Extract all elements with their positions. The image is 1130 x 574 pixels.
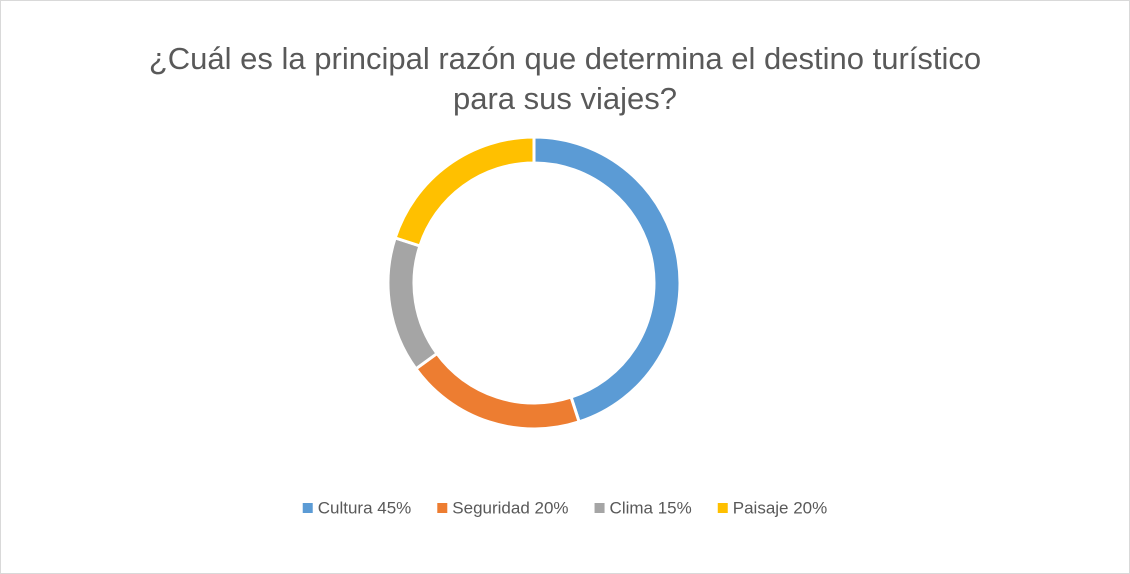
donut-segment (532, 135, 682, 424)
legend-marker (594, 503, 605, 513)
legend-marker (437, 503, 448, 513)
chart-title: ¿Cuál es la principal razón que determin… (148, 41, 982, 116)
donut-segment (413, 351, 582, 431)
legend-label: Seguridad 20% (452, 498, 568, 517)
legend-label: Cultura 45% (318, 498, 412, 517)
legend-label: Paisaje 20% (733, 498, 828, 517)
donut-segment (386, 235, 440, 371)
donut-segment (393, 135, 536, 248)
legend-marker (717, 503, 728, 513)
legend-marker (302, 503, 313, 513)
legend-label: Clima 15% (610, 498, 692, 517)
